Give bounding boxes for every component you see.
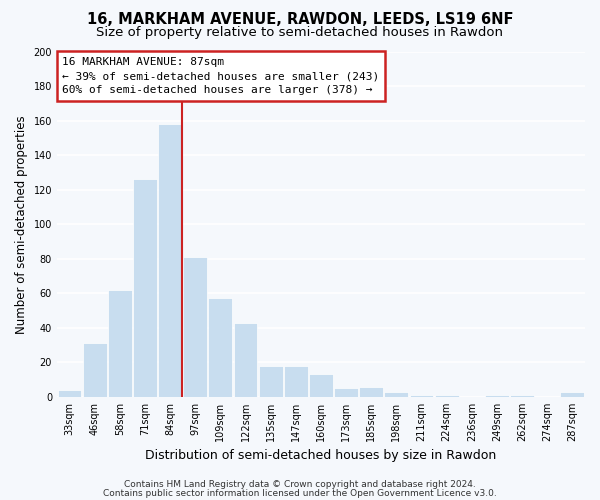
Bar [510,395,534,397]
Text: Size of property relative to semi-detached houses in Rawdon: Size of property relative to semi-detach… [97,26,503,39]
Bar [83,344,107,397]
Bar [108,290,132,397]
Bar [233,322,257,397]
Bar [385,392,409,397]
Bar [133,180,157,397]
Text: 16, MARKHAM AVENUE, RAWDON, LEEDS, LS19 6NF: 16, MARKHAM AVENUE, RAWDON, LEEDS, LS19 … [87,12,513,28]
Bar [183,257,207,397]
Bar [435,395,458,397]
Bar [410,395,433,397]
Text: Contains HM Land Registry data © Crown copyright and database right 2024.: Contains HM Land Registry data © Crown c… [124,480,476,489]
Bar [359,386,383,397]
Text: Contains public sector information licensed under the Open Government Licence v3: Contains public sector information licen… [103,488,497,498]
Bar [208,298,232,397]
Bar [259,366,283,397]
Bar [485,395,509,397]
Bar [334,388,358,397]
X-axis label: Distribution of semi-detached houses by size in Rawdon: Distribution of semi-detached houses by … [145,450,497,462]
Bar [58,390,82,397]
Bar [284,366,308,397]
Bar [560,392,584,397]
Y-axis label: Number of semi-detached properties: Number of semi-detached properties [15,115,28,334]
Text: 16 MARKHAM AVENUE: 87sqm
← 39% of semi-detached houses are smaller (243)
60% of : 16 MARKHAM AVENUE: 87sqm ← 39% of semi-d… [62,56,379,96]
Bar [158,124,182,397]
Bar [309,374,333,397]
